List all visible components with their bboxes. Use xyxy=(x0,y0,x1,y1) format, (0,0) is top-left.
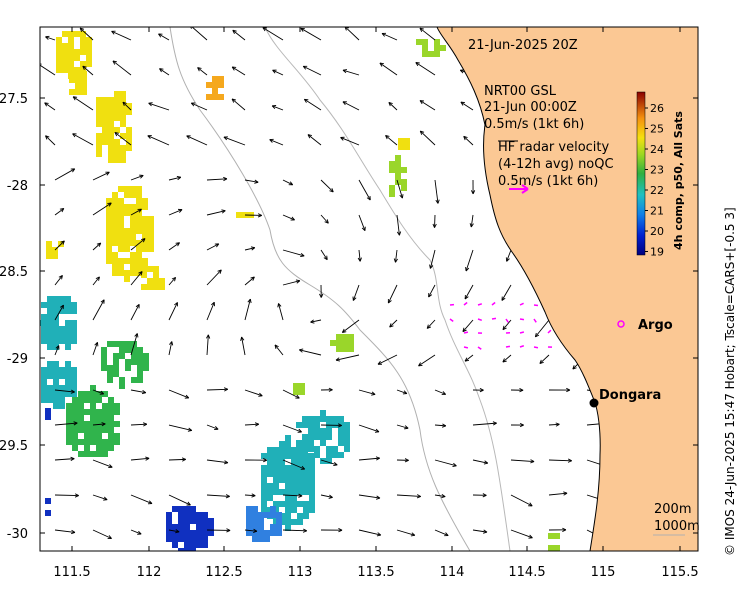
y-tick-label: -28.5 xyxy=(0,265,28,280)
dongara-marker xyxy=(589,398,599,408)
colorbar-label: 4h comp, p50, All Sats xyxy=(672,111,685,250)
isobath-1000m-label: 1000m xyxy=(654,519,700,534)
x-tick-label: 112.5 xyxy=(205,565,242,580)
argo-label: Argo xyxy=(638,318,673,333)
timestamp-label: 21-Jun-2025 20Z xyxy=(468,38,578,53)
radar-avg-label: (4-12h avg) noQC xyxy=(498,157,614,172)
credit-label: © IMOS 24-Jun-2025 15:47 Hobart; Tscale=… xyxy=(723,207,737,556)
colorbar-tick-label: 25 xyxy=(650,123,664,136)
y-tick-label: -27.5 xyxy=(0,92,28,107)
x-tick-label: 115.5 xyxy=(661,565,698,580)
colorbar-ticks: 26 25 24 23 22 21 20 19 xyxy=(645,102,664,259)
y-tick-label: -28 xyxy=(7,179,28,194)
x-axis: 111.5 112 112.5 113 113.5 114 114.5 115 115.5 xyxy=(53,27,699,580)
land-mass xyxy=(436,27,698,551)
argo-marker xyxy=(617,320,625,328)
y-tick-label: -30 xyxy=(7,527,28,542)
x-tick-label: 111.5 xyxy=(53,565,90,580)
x-tick-label: 113.5 xyxy=(357,565,394,580)
colorbar-tick-label: 20 xyxy=(650,225,664,238)
colorbar-tick-label: 23 xyxy=(650,164,664,177)
y-tick-label: -29 xyxy=(7,352,28,367)
colorbar-tick-label: 21 xyxy=(650,205,664,218)
x-tick-label: 113 xyxy=(288,565,313,580)
model-scale-label: 0.5m/s (1kt 6h) xyxy=(484,117,584,132)
x-tick-label: 114.5 xyxy=(508,565,545,580)
model-name-label: NRT00 GSL xyxy=(484,84,557,99)
y-tick-label: -29.5 xyxy=(0,439,28,454)
model-current-vectors xyxy=(40,27,685,539)
y-axis: -27.5 -28 -28.5 -29 -29.5 -30 xyxy=(0,92,698,542)
x-tick-label: 114 xyxy=(440,565,465,580)
sst-colorbar xyxy=(636,91,646,256)
radar-title-label: HF radar velocity xyxy=(498,140,610,155)
dongara-label: Dongara xyxy=(599,388,661,403)
plot-frame xyxy=(39,26,699,552)
x-tick-label: 112 xyxy=(137,565,162,580)
isobath-contour-200m xyxy=(169,27,471,551)
colorbar-tick-label: 22 xyxy=(650,184,664,197)
colorbar-tick-label: 19 xyxy=(650,246,664,259)
colorbar-tick-label: 24 xyxy=(650,143,664,156)
isobath-contour-1000m xyxy=(264,27,511,551)
radar-scale-label: 0.5m/s (1kt 6h) xyxy=(498,174,598,189)
model-time-label: 21-Jun 00:00Z xyxy=(484,100,577,115)
sst-patches xyxy=(40,31,560,551)
x-tick-label: 115 xyxy=(591,565,616,580)
isobath-200m-label: 200m xyxy=(654,502,691,517)
colorbar-tick-label: 26 xyxy=(650,102,664,115)
